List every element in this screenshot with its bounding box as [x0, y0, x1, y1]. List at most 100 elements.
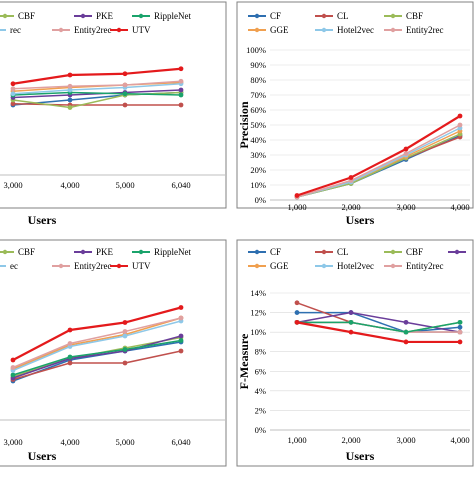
data-point-RippleNet — [67, 354, 73, 360]
legend-marker — [254, 27, 260, 33]
legend-marker — [2, 13, 8, 19]
series-line-UTV — [296, 321, 460, 344]
data-point-CL — [178, 102, 184, 108]
legend-marker — [321, 263, 327, 269]
x-axis-title: Users — [28, 213, 57, 227]
y-tick-label: 0% — [255, 425, 266, 435]
x-tick-label: 3,000 — [3, 180, 22, 190]
chart-panel-top-right: CF CL CBF GGE Hotel2vec Entity2rec 0% 10% 20% 30%… — [236, 1, 474, 227]
x-tick-label: 5,000 — [115, 180, 134, 190]
data-point-CBF — [67, 105, 73, 110]
legend-marker — [254, 13, 260, 19]
data-point-Entity2rec — [457, 329, 463, 335]
x-axis-title: Users — [28, 449, 57, 463]
x-tick-label: 1,000 — [287, 435, 306, 445]
data-point-CF — [457, 324, 463, 330]
data-point-UTV — [457, 339, 463, 345]
y-tick-label: 6% — [255, 366, 266, 376]
data-point-Entity2rec — [10, 365, 16, 370]
data-point-CL — [294, 300, 300, 306]
data-point-RippleNet — [178, 338, 184, 343]
y-tick-label: 100% — [246, 45, 266, 55]
series-group — [10, 66, 184, 110]
series-group — [294, 113, 463, 200]
legend-marker — [390, 249, 396, 255]
data-point-RippleNet — [178, 92, 184, 98]
y-axis-title: F-Measure — [237, 333, 251, 389]
data-point-RippleNet — [348, 319, 354, 325]
legend-label: Entity2rec — [74, 261, 112, 271]
x-tick-label: 4,000 — [450, 202, 469, 212]
x-tick-label: 6,040 — [171, 180, 190, 190]
x-tick-label: 3,000 — [396, 202, 415, 212]
x-tick-label: 5,000 — [115, 437, 134, 447]
legend-label: CF — [270, 11, 281, 21]
legend-label: Hotel2vec — [337, 25, 374, 35]
legend-label: Entity2rec — [406, 25, 444, 35]
series-line-RippleNet — [297, 321, 461, 333]
series-line-GGE — [12, 81, 182, 92]
x-axis-title: Users — [346, 449, 375, 463]
data-point-CL — [67, 360, 73, 366]
legend-marker — [138, 249, 144, 255]
data-point-RippleNet — [10, 372, 16, 378]
y-tick-label: 14% — [250, 288, 266, 298]
legend-marker — [321, 13, 327, 19]
data-point-CF — [67, 97, 73, 103]
legend-marker — [390, 263, 396, 269]
chart-panel-bottom-right: CF CL CBF GGE Hotel2vec Entity2rec 0% 2% 4% 6% 8% 1… — [236, 239, 474, 467]
legend-marker — [2, 249, 8, 255]
x-tick-label: 4,000 — [450, 435, 469, 445]
series-line-UTV — [12, 67, 182, 85]
legend-label: UTV — [132, 261, 151, 271]
series-group — [10, 305, 184, 384]
y-tick-label: 0% — [255, 195, 266, 205]
data-point-Hotel2vec — [10, 91, 16, 97]
legend-label: GGE — [270, 261, 289, 271]
legend-label: CBF — [18, 247, 35, 257]
data-point-UTV — [10, 81, 16, 87]
data-point-UTV — [294, 193, 300, 198]
legend-label: CF — [270, 247, 281, 257]
y-tick-label: 40% — [250, 135, 266, 145]
legend-label: PKE — [96, 247, 114, 257]
data-point-RippleNet — [457, 319, 463, 325]
legend-label: PKE — [96, 11, 114, 21]
legend-label: CBF — [406, 11, 423, 21]
y-tick-label: 30% — [250, 150, 266, 160]
panel-frame — [236, 1, 474, 209]
x-tick-label: 6,040 — [171, 437, 190, 447]
data-point-Entity2rec — [403, 151, 409, 156]
legend-label: ec — [10, 261, 18, 271]
data-point-UTV — [348, 175, 354, 180]
series-line-UTV — [12, 306, 182, 361]
legend-marker — [321, 27, 327, 33]
y-tick-label: 12% — [250, 308, 266, 318]
legend-marker — [390, 27, 396, 33]
data-point-RippleNet — [122, 91, 128, 97]
panel-frame — [0, 1, 227, 209]
data-point-PKE — [178, 87, 184, 93]
data-point-UTV — [457, 113, 463, 119]
legend-label: CL — [337, 247, 349, 257]
data-point-Entity2rec — [122, 329, 128, 334]
data-point-UTV — [294, 319, 300, 325]
data-point-Entity2rec — [67, 83, 73, 89]
chart-panel-bottom-left: CBF PKE RippleNet ec Entity2rec UTV 3,000 4,000… — [0, 239, 227, 467]
legend-marker — [80, 13, 86, 19]
y-tick-label: 90% — [250, 60, 266, 70]
legend-marker — [390, 13, 396, 19]
x-tick-label: 4,000 — [60, 437, 79, 447]
data-point-CL — [178, 348, 184, 354]
x-tick-label: 3,000 — [396, 435, 415, 445]
series-line-CL — [12, 350, 182, 381]
series-line-Entity2rec — [12, 80, 182, 90]
series-line-Hotel2vec — [12, 320, 182, 372]
legend-label: RippleNet — [154, 247, 191, 257]
panel-frame — [236, 239, 474, 467]
data-point-UTV — [10, 357, 16, 363]
y-tick-label: 80% — [250, 75, 266, 85]
data-point-CL — [122, 102, 128, 108]
y-tick-label: 50% — [250, 120, 266, 130]
